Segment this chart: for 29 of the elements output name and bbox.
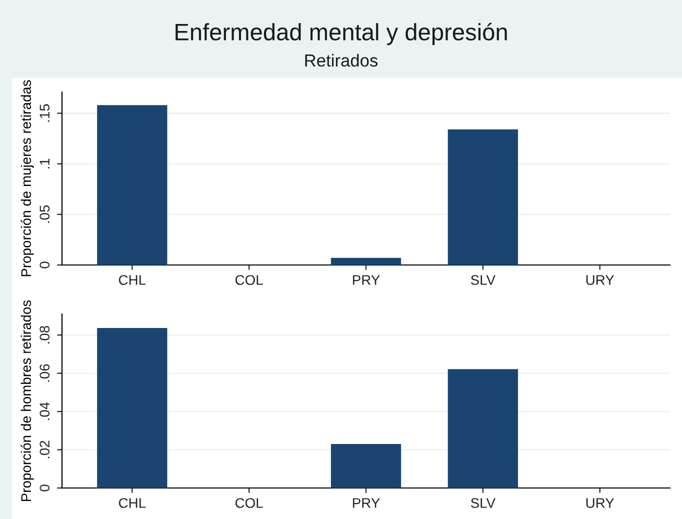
y-tick-label: 0	[40, 262, 50, 268]
x-tick-label: CHL	[118, 275, 146, 285]
y-tick-label: 0	[40, 484, 50, 492]
bar	[448, 129, 518, 265]
x-tick-label: COL	[236, 275, 263, 285]
bar	[330, 444, 402, 488]
y-tick-label: .02	[40, 440, 50, 458]
y-tick-label: .1	[40, 158, 50, 168]
x-tick-label: URY	[586, 498, 614, 508]
bar	[448, 369, 518, 488]
chart-title: Enfermedad mental y depresión	[176, 22, 507, 46]
x-tick-label: PRY	[352, 275, 380, 285]
bar	[330, 258, 402, 265]
x-tick-label: URY	[586, 275, 614, 285]
y-tick-label: .05	[40, 205, 50, 223]
y-tick-label: .04	[40, 402, 50, 420]
bar	[97, 328, 168, 488]
y-axis-title: Proporción de hombres retirados	[20, 300, 34, 501]
bar	[97, 105, 168, 265]
x-tick-label: CHL	[118, 498, 146, 508]
y-axis-title: Proporción de mujeres retiradas	[20, 80, 34, 276]
x-tick-label: SLV	[470, 275, 496, 285]
y-tick-label: .06	[40, 364, 50, 382]
x-tick-label: COL	[236, 498, 263, 508]
y-tick-label: .08	[40, 326, 50, 344]
x-tick-label: PRY	[352, 498, 380, 508]
x-tick-label: SLV	[470, 498, 496, 508]
y-tick-label: .15	[40, 104, 50, 122]
chart-subtitle: Retirados	[305, 54, 378, 67]
